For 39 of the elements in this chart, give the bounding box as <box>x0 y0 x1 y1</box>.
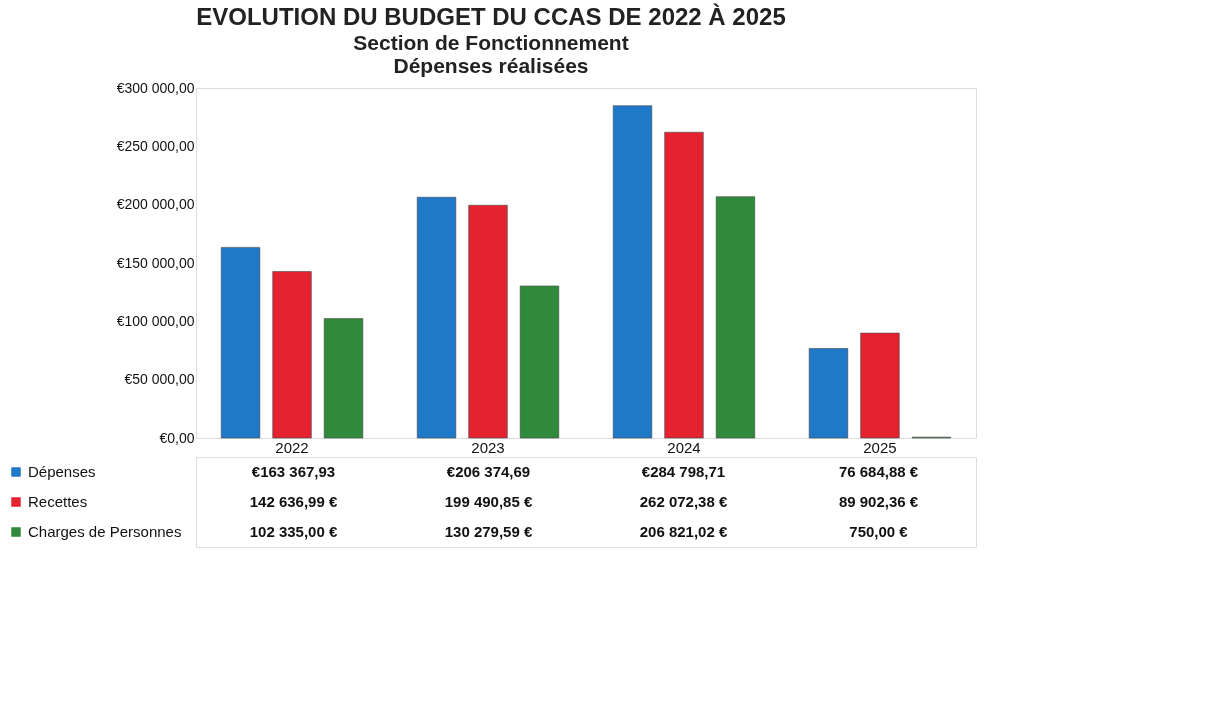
data-label: 130 279,59 € <box>444 523 533 540</box>
data-label: 206 821,02 € <box>639 523 728 540</box>
y-tick-label: €250 000,00 <box>116 137 195 154</box>
data-label: €206 374,69 <box>446 463 531 480</box>
bar <box>808 348 849 439</box>
x-tick-label: 2022 <box>275 438 309 456</box>
data-label: 262 072,38 € <box>639 493 728 510</box>
y-tick-label: €50 000,00 <box>124 371 195 388</box>
x-tick-label: 2023 <box>471 438 505 456</box>
bar <box>220 247 261 439</box>
data-label: 750,00 € <box>849 523 909 540</box>
y-tick-label: €300 000,00 <box>116 79 195 96</box>
y-tick-label: €100 000,00 <box>116 312 195 329</box>
bar <box>860 332 900 439</box>
data-label: 142 636,99 € <box>249 493 338 510</box>
data-label: 76 684,88 € <box>838 463 919 480</box>
bar <box>416 196 457 439</box>
x-tick-label: 2025 <box>863 438 897 456</box>
chart-title: EVOLUTION DU BUDGET DU CCAS DE 2022 À 2025 <box>196 2 786 30</box>
data-label: €163 367,93 <box>251 463 336 480</box>
data-label: 89 902,36 € <box>838 493 919 510</box>
x-tick-label: 2024 <box>667 438 701 456</box>
y-tick-label: €150 000,00 <box>116 254 195 271</box>
y-tick-label: €200 000,00 <box>116 196 195 213</box>
legend-label: Recettes <box>28 493 88 510</box>
bar <box>612 105 653 439</box>
chart-subtitle: Section de Fonctionnement Dépenses réalisées <box>353 30 629 77</box>
legend-label: Dépenses <box>28 463 96 480</box>
bar <box>664 131 704 439</box>
bar <box>323 318 364 439</box>
bar <box>272 271 312 439</box>
data-label: €284 798,71 <box>641 463 726 480</box>
data-label: 102 335,00 € <box>249 523 338 540</box>
bar <box>715 196 756 439</box>
bar <box>468 204 508 439</box>
y-tick-label: €0,00 <box>159 429 195 446</box>
data-label: 199 490,85 € <box>444 493 533 510</box>
legend-label: Charges de Personnes <box>28 523 182 540</box>
bar <box>519 285 560 439</box>
